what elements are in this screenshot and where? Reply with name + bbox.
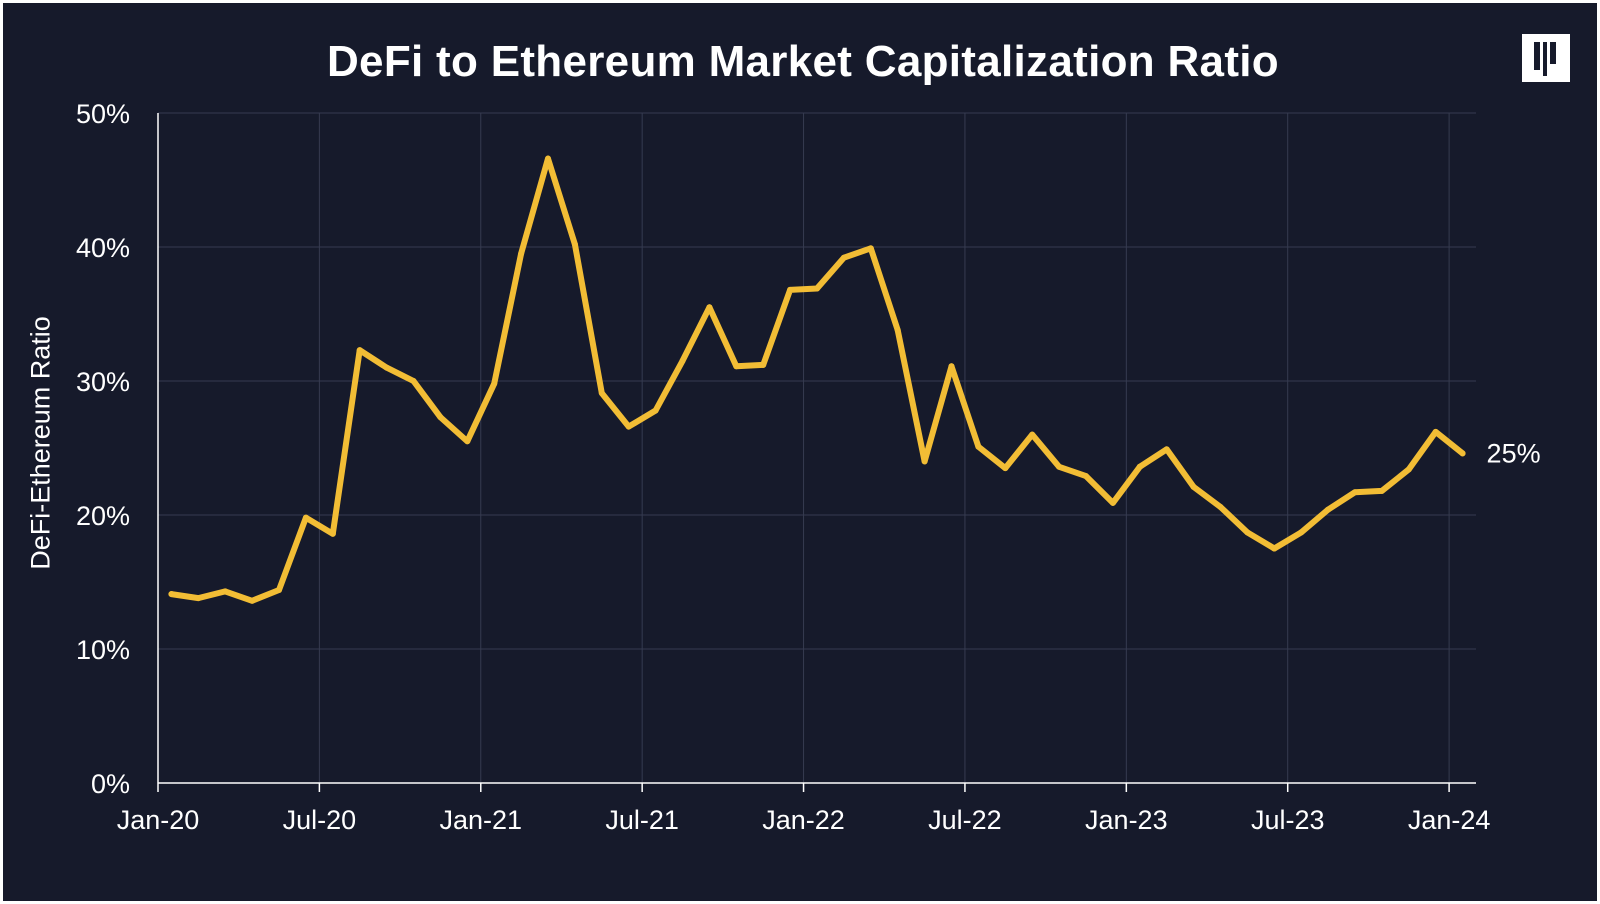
- data-point: [1405, 466, 1412, 473]
- x-tick-label: Jul-20: [283, 805, 357, 835]
- data-point: [760, 361, 767, 368]
- data-point: [464, 438, 471, 445]
- data-point: [867, 245, 874, 252]
- data-point: [1082, 473, 1089, 480]
- data-point: [571, 241, 578, 248]
- data-point: [840, 254, 847, 261]
- data-point: [1459, 450, 1466, 457]
- data-point: [1002, 465, 1009, 472]
- y-tick-label: 40%: [76, 233, 130, 263]
- bar-stripes-logo-icon: [1522, 34, 1570, 82]
- data-point: [1432, 428, 1439, 435]
- data-point: [733, 363, 740, 370]
- data-point: [168, 591, 175, 598]
- data-point: [1271, 545, 1278, 552]
- data-point: [652, 407, 659, 414]
- data-point: [437, 414, 444, 421]
- x-tick-label: Jul-23: [1251, 805, 1325, 835]
- data-point: [1163, 446, 1170, 453]
- data-point: [383, 364, 390, 371]
- data-point: [1325, 506, 1332, 513]
- data-point: [975, 443, 982, 450]
- data-point: [222, 588, 229, 595]
- data-point: [1244, 529, 1251, 536]
- data-point: [195, 595, 202, 602]
- data-point: [625, 423, 632, 430]
- data-point: [787, 286, 794, 293]
- y-tick-label: 30%: [76, 367, 130, 397]
- data-point: [276, 587, 283, 594]
- data-point: [1136, 463, 1143, 470]
- data-point: [598, 390, 605, 397]
- data-point: [706, 304, 713, 311]
- x-tick-label: Jan-20: [117, 805, 200, 835]
- data-point: [302, 514, 309, 521]
- data-point: [329, 530, 336, 537]
- data-point: [1029, 431, 1036, 438]
- data-point: [1190, 483, 1197, 490]
- data-point: [894, 327, 901, 334]
- x-tick-label: Jul-22: [928, 805, 1002, 835]
- data-point: [1217, 503, 1224, 510]
- data-point: [249, 597, 256, 604]
- series-line-0: [168, 155, 1466, 604]
- data-point: [545, 155, 552, 162]
- y-tick-label: 0%: [91, 769, 130, 799]
- data-point: [356, 347, 363, 354]
- x-tick-label: Jan-24: [1408, 805, 1491, 835]
- data-point: [518, 250, 525, 257]
- data-point: [1351, 489, 1358, 496]
- data-point: [1056, 463, 1063, 470]
- x-tick-label: Jan-21: [439, 805, 522, 835]
- data-point: [1378, 487, 1385, 494]
- line-chart: 0% 10% 20% 30% 40% 50% Jan-20 Jul-20 Jan-21 Jul-2…: [76, 99, 1541, 835]
- data-point: [679, 357, 686, 364]
- y-tick-label: 10%: [76, 635, 130, 665]
- x-tick-label: Jul-21: [605, 805, 679, 835]
- data-point: [1298, 529, 1305, 536]
- end-value-label: 25%: [1487, 438, 1541, 468]
- data-point: [410, 378, 417, 384]
- data-point: [948, 363, 955, 370]
- y-tick-label: 50%: [76, 99, 130, 129]
- data-point: [491, 380, 498, 387]
- x-tick-label: Jan-23: [1085, 805, 1168, 835]
- data-point: [1109, 499, 1116, 506]
- chart-title: DeFi to Ethereum Market Capitalization R…: [326, 37, 1279, 86]
- data-point: [921, 458, 928, 465]
- data-point: [814, 285, 820, 292]
- y-tick-label: 20%: [76, 501, 130, 531]
- x-tick-label: Jan-22: [762, 805, 845, 835]
